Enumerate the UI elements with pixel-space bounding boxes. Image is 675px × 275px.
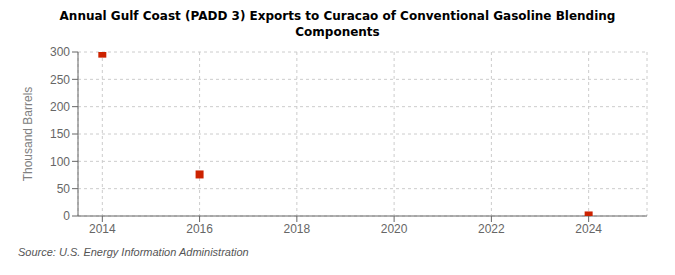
svg-text:300: 300: [50, 45, 70, 59]
svg-text:2016: 2016: [186, 222, 213, 236]
svg-text:Thousand Barrels: Thousand Barrels: [21, 87, 35, 182]
svg-text:2024: 2024: [575, 222, 602, 236]
svg-text:50: 50: [57, 182, 71, 196]
html-text:Annual Gulf Coast (PADD 3) Exp: Annual Gulf Coast (PADD 3) Exports to Cu…: [59, 9, 616, 23]
svg-text:2020: 2020: [381, 222, 408, 236]
html-text:Components: Components: [295, 25, 380, 39]
svg-text:0: 0: [63, 209, 70, 223]
svg-text:2014: 2014: [89, 222, 116, 236]
svg-text:150: 150: [50, 127, 70, 141]
svg-text:200: 200: [50, 100, 70, 114]
html-text:Source: U.S. Energy Informatio: Source: U.S. Energy Information Administ…: [18, 246, 249, 258]
svg-text:2018: 2018: [283, 222, 310, 236]
svg-text:100: 100: [50, 155, 70, 169]
svg-text:2022: 2022: [478, 222, 505, 236]
svg-text:250: 250: [50, 73, 70, 87]
